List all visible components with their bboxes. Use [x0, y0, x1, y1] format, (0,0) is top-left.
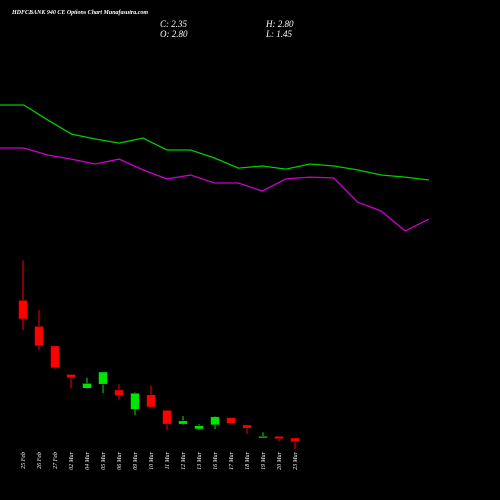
candle-body	[178, 420, 188, 425]
moving-average-line	[0, 104, 430, 181]
chart-title: HDFCBANK 940 CE Options Chart Munafasutr…	[11, 10, 148, 16]
candle-body	[290, 437, 300, 442]
candle-body	[98, 371, 108, 385]
candle-body	[146, 394, 156, 408]
x-tick-label: 05 Mar	[101, 451, 107, 469]
candle-body	[162, 410, 172, 425]
candle-body	[18, 299, 28, 320]
candle-body	[82, 383, 92, 389]
candle-body	[66, 374, 76, 378]
x-tick-label: 11 Mar	[165, 451, 171, 469]
close-label: C: 2.35	[160, 19, 188, 29]
moving-average-line	[0, 147, 430, 232]
low-label: L: 1.45	[265, 29, 293, 39]
candle-body	[194, 425, 204, 430]
candle-body	[274, 436, 284, 440]
x-tick-label: 19 Mar	[261, 451, 267, 469]
x-tick-label: 06 Mar	[117, 451, 123, 469]
x-tick-label: 16 Mar	[213, 451, 219, 469]
x-tick-label: 20 Mar	[277, 451, 283, 469]
x-tick-label: 27 Feb	[53, 452, 59, 469]
high-label: H: 2.80	[265, 19, 294, 29]
x-tick-label: 04 Mar	[84, 451, 91, 469]
candle-body	[130, 392, 140, 410]
candle-body	[210, 416, 220, 426]
candle-body	[114, 389, 124, 396]
candle-body	[34, 326, 44, 347]
x-tick-label: 25 Feb	[21, 452, 27, 469]
open-label: O: 2.80	[160, 29, 188, 39]
x-tick-label: 23 Mar	[293, 451, 299, 469]
x-tick-label: 02 Mar	[69, 451, 75, 469]
x-tick-label: 12 Mar	[181, 451, 187, 469]
x-tick-label: 13 Mar	[197, 451, 203, 469]
x-tick-label: 09 Mar	[133, 451, 139, 469]
candle-body	[50, 345, 60, 369]
x-tick-label: 17 Mar	[229, 451, 235, 469]
candle-body	[258, 436, 268, 439]
candle-body	[242, 424, 252, 429]
x-tick-label: 26 Feb	[37, 452, 43, 469]
x-tick-label: 10 Mar	[149, 451, 155, 469]
candle-body	[226, 417, 236, 424]
x-tick-label: 18 Mar	[245, 451, 251, 469]
